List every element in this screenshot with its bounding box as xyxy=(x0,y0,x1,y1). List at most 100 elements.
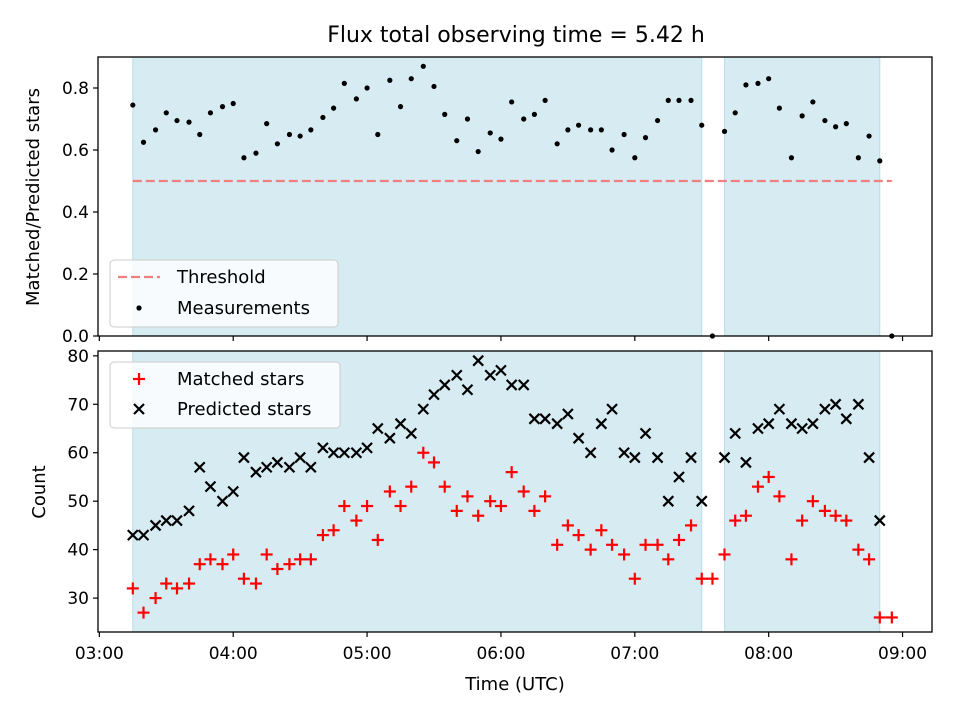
predicted-star-point xyxy=(461,383,474,396)
measurement-point xyxy=(621,131,627,138)
measurement-point xyxy=(542,97,548,103)
matched-star-point xyxy=(327,524,340,537)
measurement-point xyxy=(642,135,649,141)
y-tick-label: 0.4 xyxy=(62,203,89,223)
measurement-point xyxy=(487,130,493,136)
chart-title: Flux total observing time = 5.42 h xyxy=(327,23,705,48)
matched-star-point xyxy=(494,500,507,513)
measurement-point xyxy=(140,139,147,145)
predicted-star-point xyxy=(874,514,886,527)
predicted-star-point xyxy=(305,461,317,474)
measurement-point xyxy=(454,138,460,144)
predicted-star-point xyxy=(327,446,340,459)
matched-star-point xyxy=(517,485,530,498)
predicted-star-point xyxy=(695,495,708,507)
y-tick-label: 0.8 xyxy=(62,79,89,99)
measurement-point xyxy=(186,119,192,125)
predicted-star-point xyxy=(171,514,183,527)
matched-star-point xyxy=(584,543,597,556)
predicted-star-point xyxy=(762,417,775,430)
measurement-point xyxy=(521,116,527,122)
measurement-points xyxy=(130,63,895,339)
predicted-star-point xyxy=(484,369,497,382)
x-tick-label: 07:00 xyxy=(610,644,659,664)
x-tick-label: 06:00 xyxy=(476,644,525,664)
measurement-point xyxy=(788,155,795,161)
matched-star-point xyxy=(863,553,876,566)
ratio-panel: 0.00.20.40.60.8 Matched/Predicted stars … xyxy=(23,56,933,347)
predicted-star-point xyxy=(372,422,384,435)
measurement-point xyxy=(308,127,314,133)
measurement-point xyxy=(676,97,682,103)
y-tick-label: 70 xyxy=(67,395,89,415)
predicted-star-point xyxy=(618,446,630,459)
y-tick-label: 0.0 xyxy=(62,327,89,347)
legend-predicted-label: Predicted stars xyxy=(177,399,311,420)
matched-star-point xyxy=(450,504,463,517)
predicted-star-point xyxy=(450,369,463,382)
legend-measurements-label: Measurements xyxy=(177,298,310,319)
predicted-star-point xyxy=(405,427,418,440)
predicted-star-point xyxy=(160,514,173,527)
predicted-star-point xyxy=(417,403,430,415)
predicted-star-point xyxy=(729,427,741,440)
y-axis-ticks-top: 0.0 0.2 0.4 0.6 0.8 xyxy=(62,79,98,347)
y-axis-ticks-bottom: 30 40 50 60 70 80 xyxy=(67,347,98,609)
matched-star-point xyxy=(695,572,708,585)
predicted-star-point xyxy=(495,364,507,377)
measurement-point xyxy=(274,141,280,147)
matched-star-point xyxy=(428,456,441,469)
matched-star-point xyxy=(785,553,798,566)
measurement-point xyxy=(575,122,582,128)
measurement-point xyxy=(387,77,393,83)
predicted-star-point xyxy=(829,398,842,411)
predicted-star-point xyxy=(606,403,618,415)
matched-star-point xyxy=(751,480,764,493)
matched-star-point xyxy=(685,519,698,532)
predicted-star-point xyxy=(819,403,831,415)
measurement-point xyxy=(688,97,694,103)
plot-frame-bottom xyxy=(97,350,933,633)
matched-star-point xyxy=(505,466,518,479)
legend-box-top xyxy=(109,259,339,328)
measurement-point xyxy=(320,114,326,121)
x-axis-label: Time (UTC) xyxy=(464,674,565,695)
measurement-point xyxy=(297,133,303,139)
matched-star-point xyxy=(316,529,329,542)
matched-star-point xyxy=(796,514,809,527)
observing-window xyxy=(724,56,881,337)
matched-star-point xyxy=(283,558,296,571)
predicted-stars-points xyxy=(127,354,886,541)
predicted-star-point xyxy=(685,451,697,464)
measurement-point xyxy=(598,127,604,133)
matched-star-point xyxy=(718,548,731,561)
measurement-point xyxy=(665,97,671,103)
matched-star-point xyxy=(729,514,742,527)
predicted-star-point xyxy=(283,461,296,474)
predicted-star-point xyxy=(317,442,329,454)
predicted-star-point xyxy=(740,456,752,469)
measurement-point xyxy=(833,124,839,130)
matched-star-point xyxy=(294,553,307,566)
x-tick-label: 04:00 xyxy=(209,644,258,664)
measurement-point xyxy=(331,105,337,111)
matched-star-point xyxy=(561,519,574,532)
predicted-star-point xyxy=(551,417,563,430)
measurement-point xyxy=(442,111,448,117)
measurement-point xyxy=(163,110,169,116)
predicted-star-point xyxy=(584,446,597,459)
y-axis-label-top: Matched/Predicted stars xyxy=(23,88,44,306)
predicted-star-point xyxy=(137,529,150,541)
matched-star-point xyxy=(417,446,430,459)
y-tick-label: 30 xyxy=(67,589,89,609)
matched-star-point xyxy=(773,490,786,503)
matched-star-point xyxy=(818,504,831,517)
matched-star-point xyxy=(350,514,363,527)
matched-star-point xyxy=(873,611,886,624)
legend-threshold-label: Threshold xyxy=(176,267,266,288)
predicted-star-point xyxy=(384,432,396,444)
measurement-point xyxy=(498,136,504,142)
measurement-point xyxy=(822,117,828,124)
x-axis-ticks-bottom: 03:00 04:00 05:00 06:00 07:00 08:00 09:00 xyxy=(75,632,927,664)
matched-stars-points xyxy=(126,446,898,624)
